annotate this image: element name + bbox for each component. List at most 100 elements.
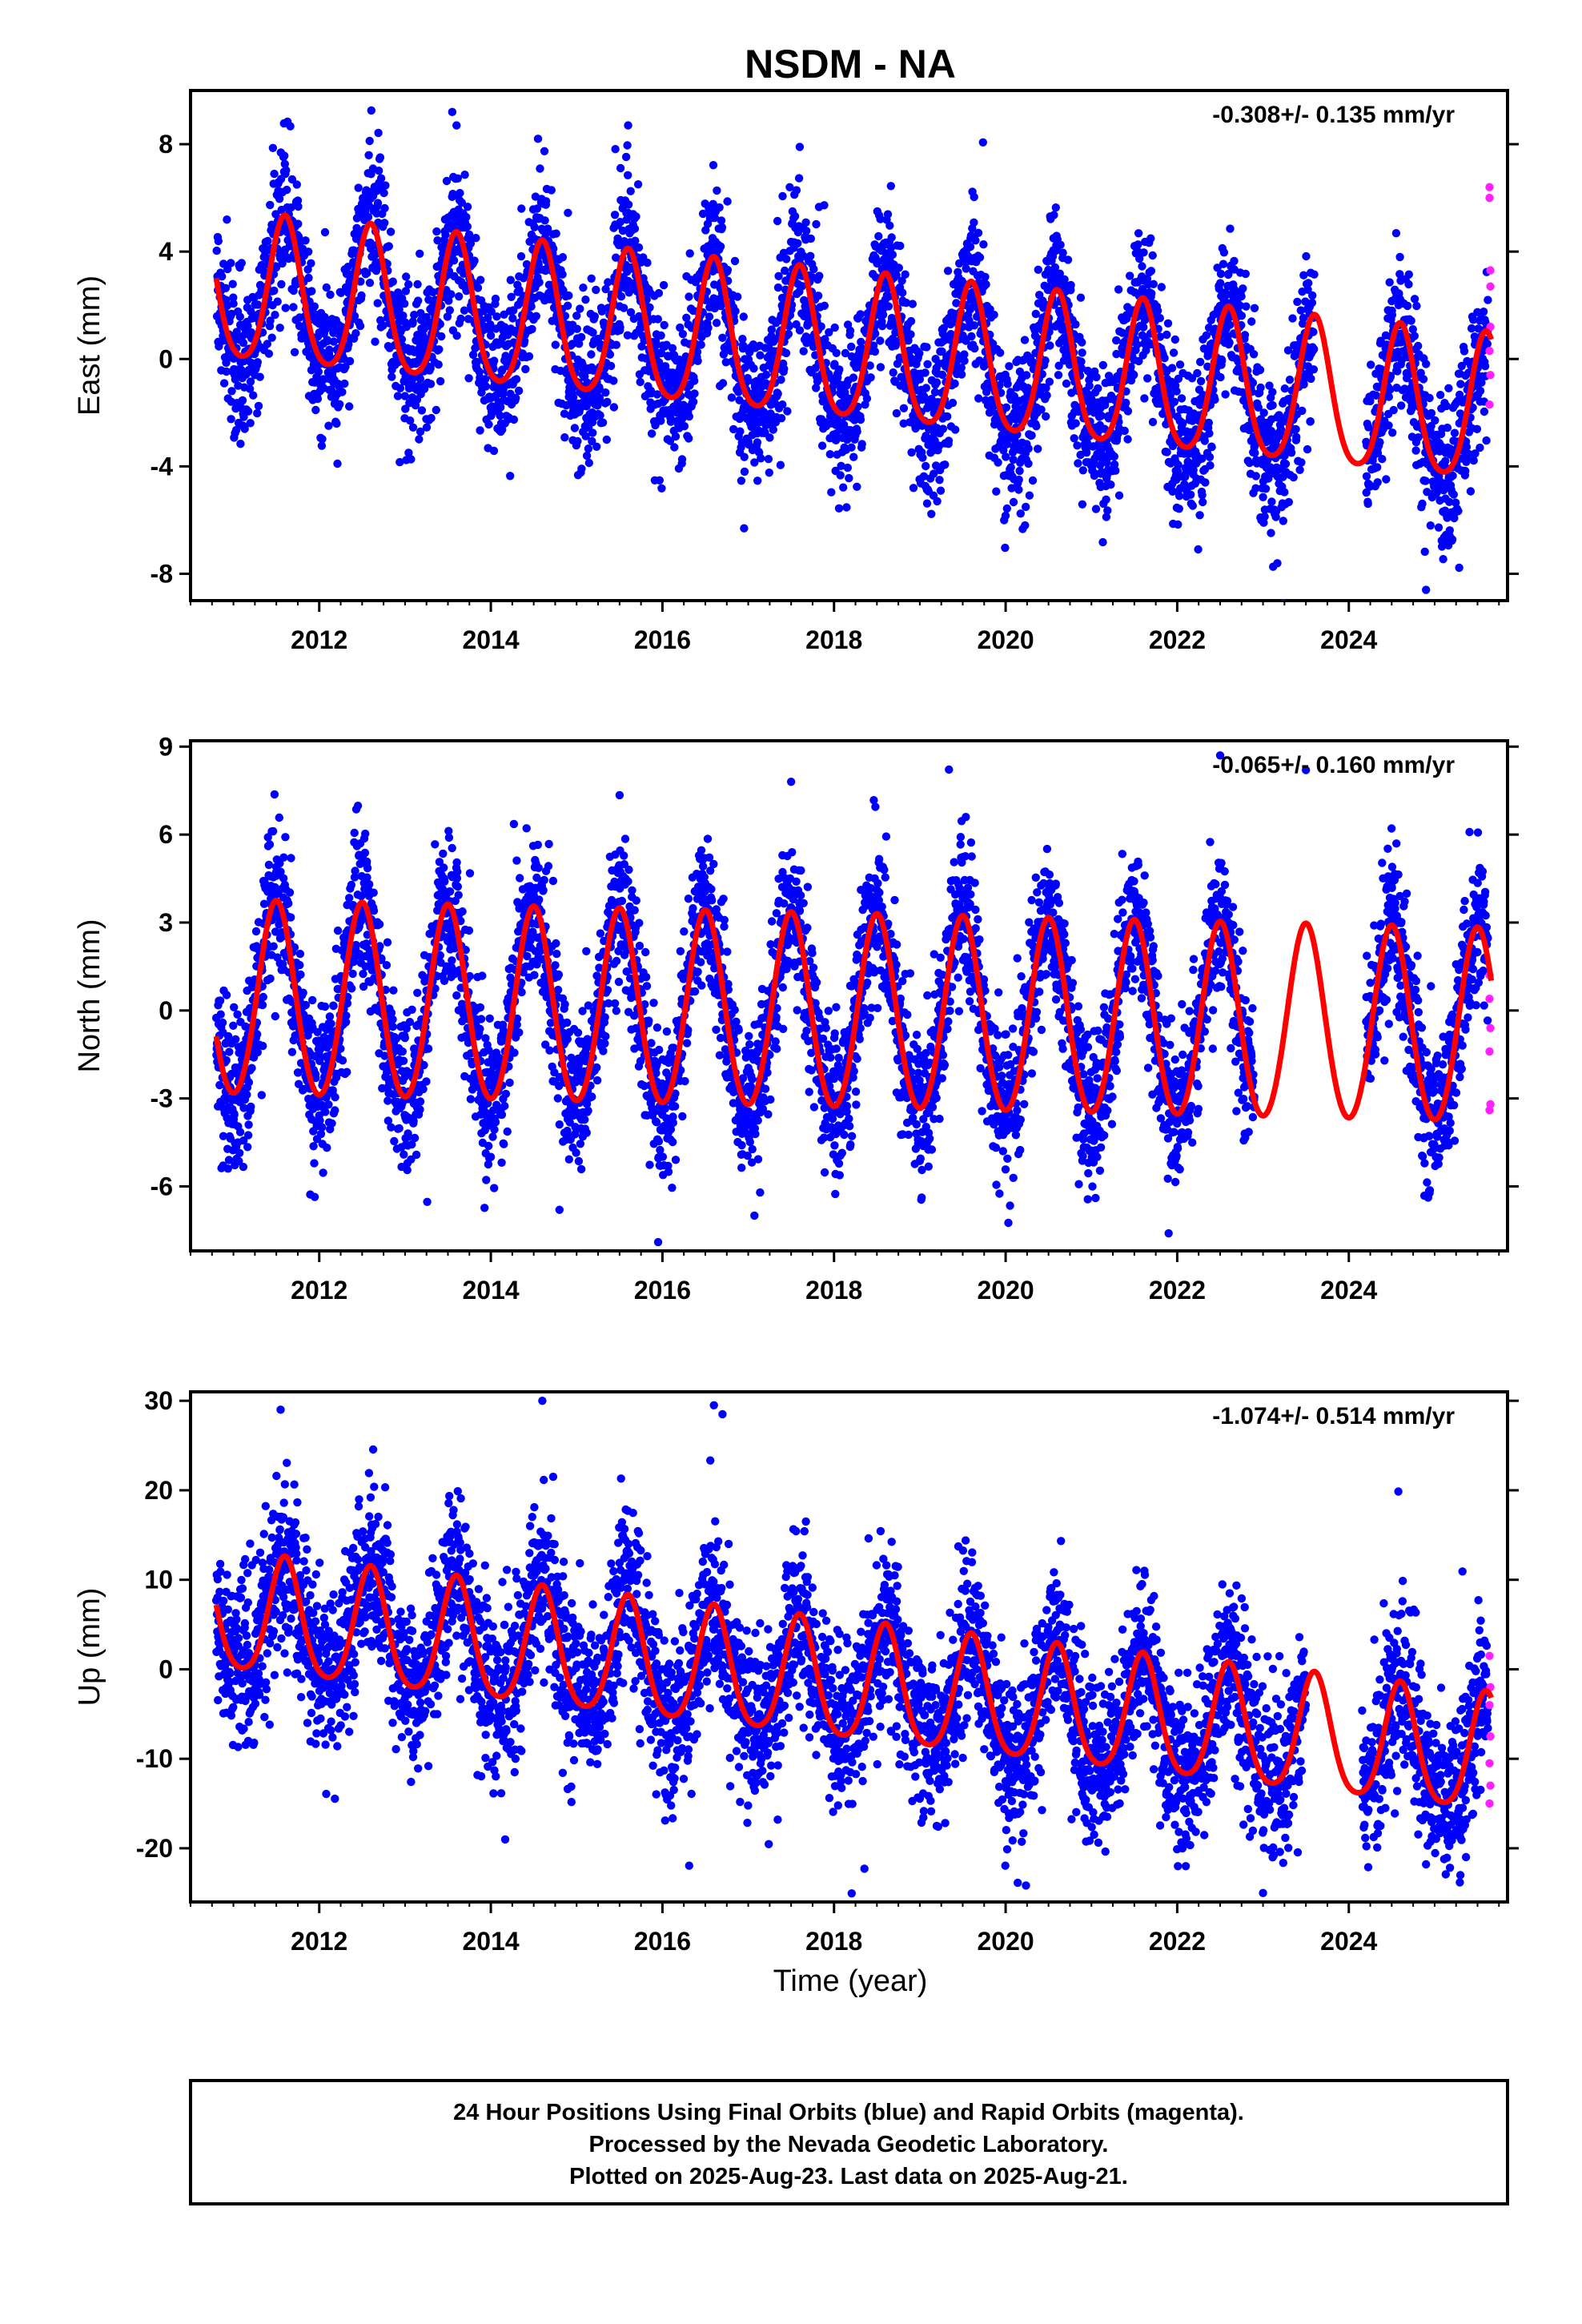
final-orbit-point [324,421,333,430]
final-orbit-point [444,296,453,305]
final-orbit-point [1259,493,1267,501]
final-orbit-point [472,357,481,367]
final-orbit-point [894,263,904,272]
final-orbit-point [427,413,436,423]
final-orbit-point [1226,224,1235,233]
final-orbit-point [460,306,469,315]
final-orbit-point [948,398,958,408]
final-orbit-point [1140,394,1149,403]
final-orbit-point [873,259,881,268]
final-orbit-point [229,293,238,302]
final-orbit-point [473,283,483,292]
final-orbit-point [552,229,560,238]
y-tick-label: -4 [151,452,174,480]
y-axis-label: East (mm) [73,275,106,416]
final-orbit-point [313,394,323,404]
final-orbit-point [883,210,893,219]
final-orbit-point [690,376,699,385]
rapid-orbit-point [1485,183,1494,191]
final-orbit-point [577,464,586,473]
final-orbit-point [280,151,289,160]
final-orbit-point [547,186,556,195]
final-orbit-point [457,198,466,207]
final-orbit-point [1414,341,1423,351]
final-orbit-point [317,441,327,450]
final-orbit-point [1427,408,1436,418]
final-orbit-point [433,236,442,245]
final-orbit-point [1134,229,1143,238]
final-orbit-point [815,271,824,280]
final-orbit-point [1422,360,1431,368]
final-orbit-point [416,249,424,258]
final-orbit-point [773,389,782,398]
final-orbit-point [507,292,516,301]
final-orbit-point [853,427,861,436]
final-orbit-point [570,424,580,432]
final-orbit-point [630,224,640,233]
final-orbit-point [785,322,793,331]
final-orbit-point [1147,289,1156,298]
final-orbit-point [922,343,931,352]
final-orbit-point [835,365,844,374]
final-orbit-point [1450,428,1460,437]
final-orbit-point [1256,383,1265,392]
final-orbit-point [397,335,407,344]
final-orbit-point [580,372,589,380]
final-orbit-point [595,384,604,393]
final-orbit-point [938,424,948,433]
final-orbit-point [289,286,298,296]
final-orbit-point [406,416,415,425]
final-orbit-point [434,360,443,369]
final-orbit-point [1042,391,1051,400]
final-orbit-point [1385,278,1394,287]
final-orbit-point [677,455,687,464]
final-orbit-point [1034,265,1043,274]
final-orbit-point [1219,259,1228,268]
final-orbit-point [1042,384,1050,392]
final-orbit-point [951,425,960,434]
final-orbit-point [601,388,610,397]
final-orbit-point [957,364,966,372]
rapid-orbit-point [1485,193,1494,203]
final-orbit-point [1041,356,1050,365]
final-orbit-point [797,282,807,291]
final-orbit-point [246,377,255,386]
final-orbit-point [655,476,664,485]
final-orbit-point [935,476,944,485]
final-orbit-point [778,191,787,201]
final-orbit-point [253,408,262,418]
final-orbit-point [1250,304,1259,312]
final-orbit-point [813,292,823,300]
final-orbit-point [1077,357,1086,366]
final-orbit-point [1157,283,1166,292]
final-orbit-point [521,364,530,374]
final-orbit-point [666,417,676,426]
final-orbit-point [1251,472,1261,480]
final-orbit-point [718,379,728,388]
final-orbit-point [1469,456,1478,465]
final-orbit-point [740,524,749,533]
final-orbit-point [611,145,620,154]
final-orbit-point [712,319,721,328]
final-orbit-point [1443,423,1452,432]
final-orbit-point [386,227,396,236]
final-orbit-point [533,135,543,143]
final-orbit-point [930,388,940,396]
final-orbit-point [1204,418,1214,428]
final-orbit-point [678,414,687,423]
final-orbit-point [380,219,389,227]
rapid-orbit-point [1486,282,1495,291]
final-orbit-point [402,322,411,332]
final-orbit-point [311,405,320,415]
final-orbit-point [769,425,777,434]
final-orbit-point [1466,487,1476,496]
final-orbit-point [830,360,839,368]
final-orbit-point [1375,438,1384,447]
final-orbit-point [460,171,469,179]
final-orbit-point [865,361,874,370]
final-orbit-point [1170,397,1179,406]
final-orbit-point [466,239,476,248]
final-orbit-point [827,488,836,497]
final-orbit-point [1037,405,1046,414]
final-orbit-point [1139,323,1148,332]
